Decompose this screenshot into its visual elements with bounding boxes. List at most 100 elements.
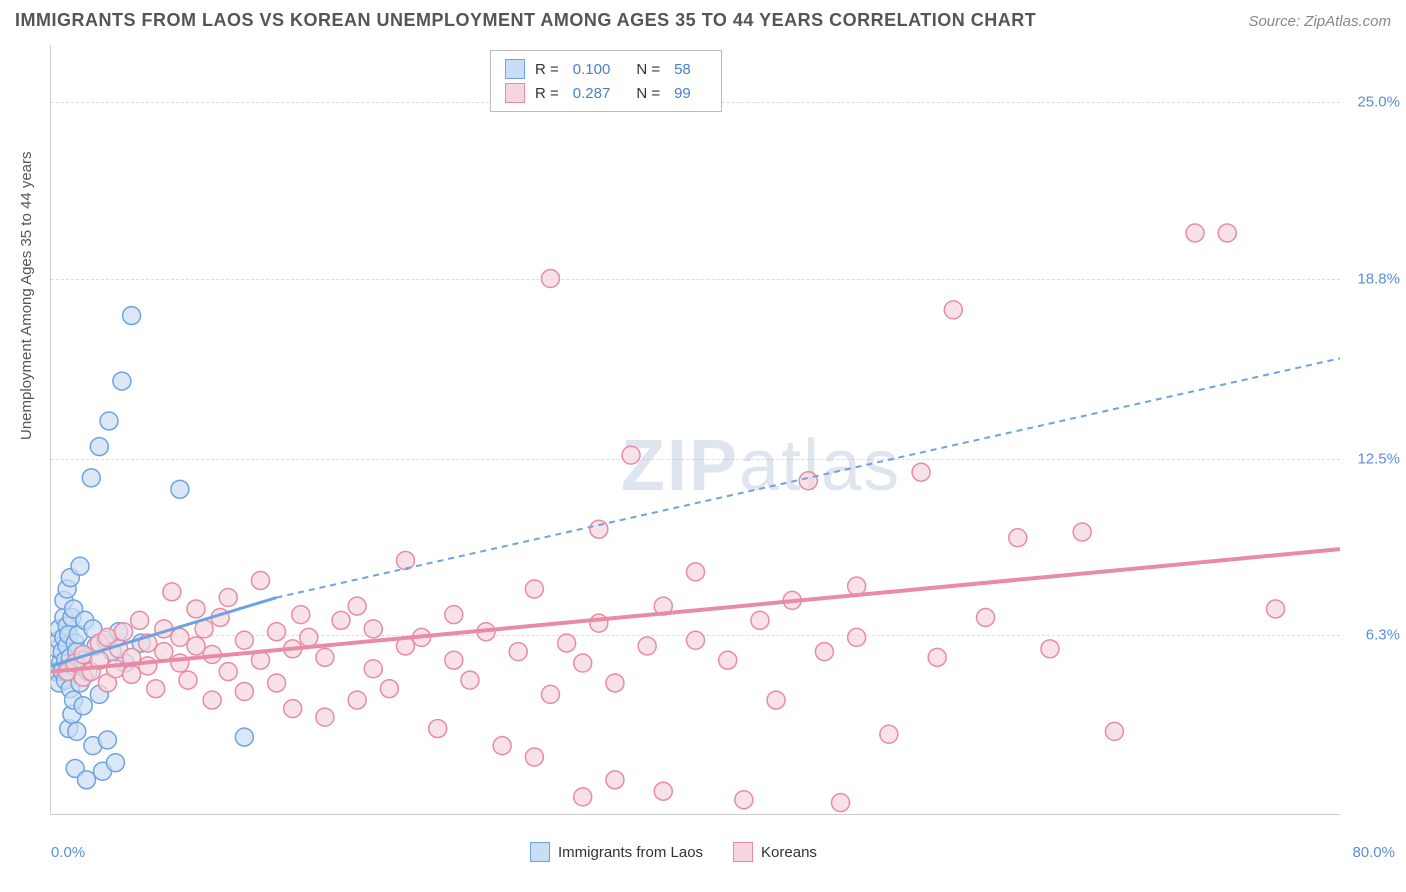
koreans-point	[735, 791, 753, 809]
koreans-point	[115, 623, 133, 641]
y-tick-label: 6.3%	[1366, 627, 1400, 644]
koreans-point	[268, 623, 286, 641]
laos-point	[82, 469, 100, 487]
koreans-point	[380, 680, 398, 698]
scatter-plot-svg	[51, 45, 1340, 814]
koreans-point	[203, 691, 221, 709]
koreans-point	[574, 654, 592, 672]
chart-title: IMMIGRANTS FROM LAOS VS KOREAN UNEMPLOYM…	[15, 10, 1036, 31]
koreans-point	[912, 463, 930, 481]
koreans-point	[300, 628, 318, 646]
laos-point	[74, 697, 92, 715]
koreans-point	[509, 643, 527, 661]
koreans-point	[1009, 529, 1027, 547]
koreans-point	[590, 520, 608, 538]
chart-plot-area: ZIPatlas 0.0% 80.0% 25.0%18.8%12.5%6.3%	[50, 45, 1340, 815]
series-legend-label: Immigrants from Laos	[558, 844, 703, 861]
legend-swatch	[505, 83, 525, 103]
koreans-point	[687, 631, 705, 649]
koreans-point	[1041, 640, 1059, 658]
koreans-point	[606, 674, 624, 692]
koreans-point	[751, 611, 769, 629]
legend-row-laos: R =0.100N =58	[505, 57, 707, 81]
series-legend-item: Koreans	[733, 842, 817, 862]
koreans-point	[348, 691, 366, 709]
correlation-legend: R =0.100N =58R =0.287N =99	[490, 50, 722, 112]
koreans-point	[1267, 600, 1285, 618]
r-value: 0.100	[573, 61, 611, 78]
y-tick-label: 12.5%	[1357, 450, 1400, 467]
laos-point	[71, 557, 89, 575]
koreans-point	[541, 685, 559, 703]
koreans-point	[139, 657, 157, 675]
koreans-point	[638, 637, 656, 655]
koreans-point	[445, 606, 463, 624]
series-legend-item: Immigrants from Laos	[530, 842, 703, 862]
koreans-point	[219, 663, 237, 681]
koreans-point	[944, 301, 962, 319]
r-label: R =	[535, 61, 559, 78]
y-axis-title: Unemployment Among Ages 35 to 44 years	[18, 151, 35, 440]
koreans-point	[525, 580, 543, 598]
koreans-point	[574, 788, 592, 806]
koreans-point	[235, 683, 253, 701]
source-attribution: Source: ZipAtlas.com	[1248, 13, 1391, 30]
koreans-point	[171, 628, 189, 646]
koreans-point	[268, 674, 286, 692]
koreans-point	[155, 643, 173, 661]
y-tick-label: 25.0%	[1357, 94, 1400, 111]
koreans-point	[429, 720, 447, 738]
koreans-point	[558, 634, 576, 652]
legend-swatch	[530, 842, 550, 862]
koreans-point	[235, 631, 253, 649]
koreans-point	[848, 577, 866, 595]
koreans-point	[348, 597, 366, 615]
koreans-point	[1218, 224, 1236, 242]
koreans-point	[332, 611, 350, 629]
koreans-point	[179, 671, 197, 689]
laos-point	[100, 412, 118, 430]
laos-point	[77, 771, 95, 789]
laos-point	[235, 728, 253, 746]
koreans-point	[316, 708, 334, 726]
koreans-point	[719, 651, 737, 669]
koreans-point	[147, 680, 165, 698]
koreans-point	[622, 446, 640, 464]
koreans-point	[977, 608, 995, 626]
laos-point	[68, 722, 86, 740]
r-label: R =	[535, 85, 559, 102]
koreans-point	[251, 571, 269, 589]
koreans-point	[606, 771, 624, 789]
legend-swatch	[733, 842, 753, 862]
koreans-point	[396, 552, 414, 570]
x-axis-max-label: 80.0%	[1352, 844, 1395, 861]
koreans-point	[654, 782, 672, 800]
koreans-point	[687, 563, 705, 581]
koreans-point	[445, 651, 463, 669]
koreans-point	[880, 725, 898, 743]
koreans-point	[163, 583, 181, 601]
koreans-point	[131, 611, 149, 629]
koreans-point	[832, 794, 850, 812]
koreans-point	[799, 472, 817, 490]
koreans-point	[928, 648, 946, 666]
n-label: N =	[636, 61, 660, 78]
koreans-point	[316, 648, 334, 666]
koreans-point	[187, 637, 205, 655]
koreans-point	[461, 671, 479, 689]
laos-point	[123, 307, 141, 325]
n-value: 99	[674, 85, 691, 102]
legend-swatch	[505, 59, 525, 79]
y-tick-label: 18.8%	[1357, 270, 1400, 287]
koreans-point	[848, 628, 866, 646]
series-legend-label: Koreans	[761, 844, 817, 861]
koreans-point	[815, 643, 833, 661]
koreans-point	[1186, 224, 1204, 242]
koreans-point	[767, 691, 785, 709]
series-legend: Immigrants from Laos Koreans	[530, 842, 817, 862]
koreans-point	[525, 748, 543, 766]
koreans-point	[1073, 523, 1091, 541]
koreans-point	[541, 270, 559, 288]
koreans-point	[284, 700, 302, 718]
koreans-point	[364, 660, 382, 678]
